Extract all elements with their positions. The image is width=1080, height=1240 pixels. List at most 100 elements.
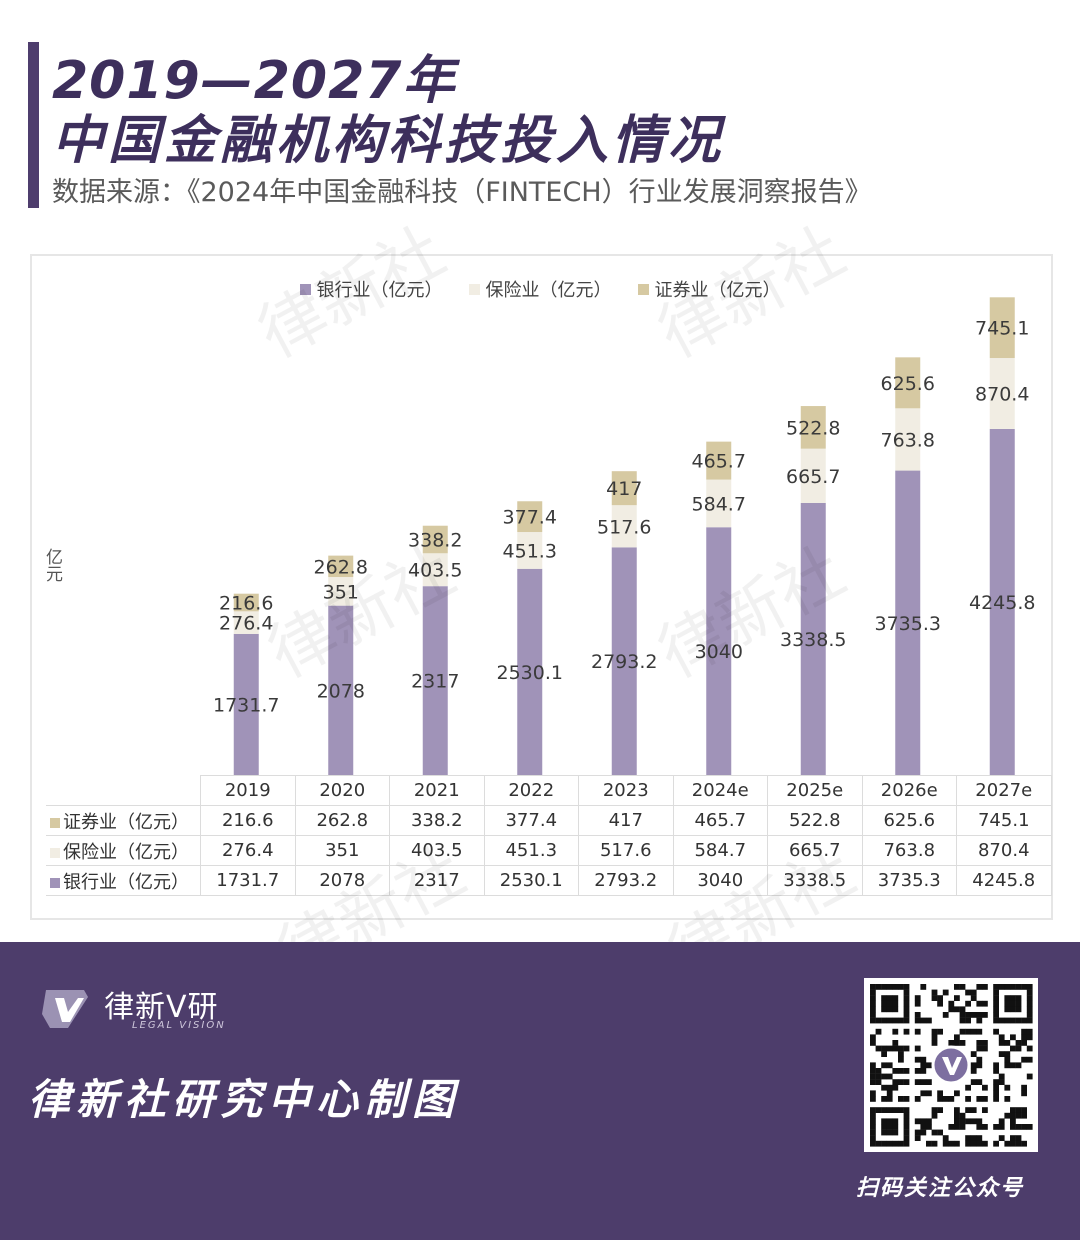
data-label-bank: 1731.7 — [213, 694, 279, 716]
brand-subtitle: LEGAL VISION — [132, 1020, 226, 1031]
table-col-header: 2020 — [294, 775, 390, 806]
table-cell: 870.4 — [956, 835, 1052, 866]
bar-bank — [800, 502, 826, 775]
table-corner — [46, 775, 201, 806]
qr-caption: 扫码关注公众号 — [856, 1176, 1025, 1201]
bar-bank — [233, 633, 259, 775]
bar-bank — [706, 527, 732, 775]
table-col-header: 2024e — [672, 775, 768, 806]
bar-insurance — [233, 611, 259, 634]
table-cell: 4245.8 — [956, 865, 1052, 896]
table-cell: 276.4 — [200, 835, 296, 866]
table-cell: 3040 — [672, 865, 768, 896]
chart-legend: 银行业（亿元） 保险业（亿元） 证券业（亿元） — [0, 276, 1080, 302]
table-cell: 522.8 — [767, 805, 863, 836]
data-label-bank: 4245.8 — [969, 592, 1035, 614]
row-swatch — [50, 877, 60, 888]
data-label-securities: 465.7 — [692, 451, 746, 473]
table-col-header: 2021 — [389, 775, 485, 806]
chart-frame — [30, 254, 1053, 920]
data-label-bank: 3040 — [695, 641, 743, 663]
bar-securities — [611, 471, 637, 506]
legend-label-securities: 证券业（亿元） — [654, 280, 781, 301]
data-label-securities: 338.2 — [408, 529, 462, 551]
row-label-text: 银行业（亿元） — [63, 871, 189, 893]
data-label-insurance: 763.8 — [881, 429, 935, 451]
legend-label-insurance: 保险业（亿元） — [485, 280, 612, 301]
table-row-securities: 证券业（亿元） 216.6 262.8 338.2 377.4 417 465.… — [46, 805, 1052, 836]
data-label-insurance: 584.7 — [692, 493, 746, 515]
row-swatch — [50, 847, 60, 858]
legal-vision-logo-icon — [42, 990, 88, 1028]
table-cell: 3338.5 — [767, 865, 863, 896]
table-row-label: 证券业（亿元） — [46, 805, 201, 836]
data-label-securities: 745.1 — [975, 318, 1029, 340]
table-cell: 451.3 — [483, 835, 579, 866]
data-label-insurance: 276.4 — [219, 613, 273, 635]
legend-item-bank: 银行业（亿元） — [299, 276, 443, 302]
table-cell: 262.8 — [294, 805, 390, 836]
bar-bank — [422, 586, 448, 775]
table-row-label: 保险业（亿元） — [46, 835, 201, 866]
bar-securities — [517, 501, 543, 533]
bar-insurance — [611, 505, 637, 548]
data-label-insurance: 451.3 — [503, 540, 557, 562]
table-cell: 665.7 — [767, 835, 863, 866]
bar-securities — [233, 593, 259, 612]
data-label-bank: 3338.5 — [780, 629, 846, 651]
table-cell: 377.4 — [483, 805, 579, 836]
data-label-securities: 262.8 — [314, 556, 368, 578]
data-label-securities: 377.4 — [503, 507, 557, 529]
table-cell: 2078 — [294, 865, 390, 896]
bar-bank — [328, 605, 354, 775]
table-col-header: 2025e — [767, 775, 863, 806]
bar-insurance — [517, 532, 543, 569]
legend-label-bank: 银行业（亿元） — [316, 280, 443, 301]
table-cell: 465.7 — [672, 805, 768, 836]
table-row-label: 银行业（亿元） — [46, 865, 201, 896]
bar-securities — [328, 555, 354, 578]
data-source: 数据来源：《2024年中国金融科技（FINTECH）行业发展洞察报告》 — [52, 177, 872, 208]
brand-name: 律新V研 — [104, 990, 219, 1025]
data-label-insurance: 870.4 — [975, 383, 1029, 405]
data-label-bank: 2317 — [411, 671, 459, 693]
row-label-text: 保险业（亿元） — [63, 841, 189, 863]
page-title-line2: 中国金融机构科技投入情况 — [52, 111, 725, 171]
y-axis-label: 亿元 — [42, 548, 62, 582]
chart-credit: 律新社研究中心制图 — [28, 1075, 461, 1124]
bar-insurance — [328, 577, 354, 606]
table-cell: 2530.1 — [483, 865, 579, 896]
data-label-insurance: 351 — [323, 581, 359, 603]
table-col-header: 2023 — [578, 775, 674, 806]
data-label-insurance: 403.5 — [408, 560, 462, 582]
table-cell: 625.6 — [861, 805, 957, 836]
bar-bank — [989, 428, 1015, 775]
bar-insurance — [895, 408, 921, 471]
table-cell: 338.2 — [389, 805, 485, 836]
legend-item-securities: 证券业（亿元） — [637, 276, 781, 302]
qr-code[interactable] — [864, 978, 1038, 1152]
legend-swatch-insurance — [468, 283, 480, 295]
table-row-insurance: 保险业（亿元） 276.4 351 403.5 451.3 517.6 584.… — [46, 835, 1052, 866]
bar-insurance — [800, 448, 826, 503]
table-row-bank: 银行业（亿元） 1731.7 2078 2317 2530.1 2793.2 3… — [46, 865, 1052, 896]
table-cell: 517.6 — [578, 835, 674, 866]
table-cell: 745.1 — [956, 805, 1052, 836]
bar-securities — [422, 525, 448, 554]
bar-securities — [895, 357, 921, 409]
table-cell: 216.6 — [200, 805, 296, 836]
table-header-row: 2019 2020 2021 2022 2023 2024e 2025e 202… — [46, 775, 1052, 806]
legend-swatch-bank — [299, 283, 311, 295]
bar-insurance — [989, 358, 1015, 429]
table-cell: 417 — [578, 805, 674, 836]
data-label-securities: 625.6 — [881, 373, 935, 395]
table-cell: 3735.3 — [861, 865, 957, 896]
table-cell: 403.5 — [389, 835, 485, 866]
table-col-header: 2022 — [483, 775, 579, 806]
bar-insurance — [706, 479, 732, 528]
table-cell: 2317 — [389, 865, 485, 896]
data-label-securities: 417 — [606, 478, 642, 500]
table-col-header: 2027e — [956, 775, 1052, 806]
table-cell: 763.8 — [861, 835, 957, 866]
